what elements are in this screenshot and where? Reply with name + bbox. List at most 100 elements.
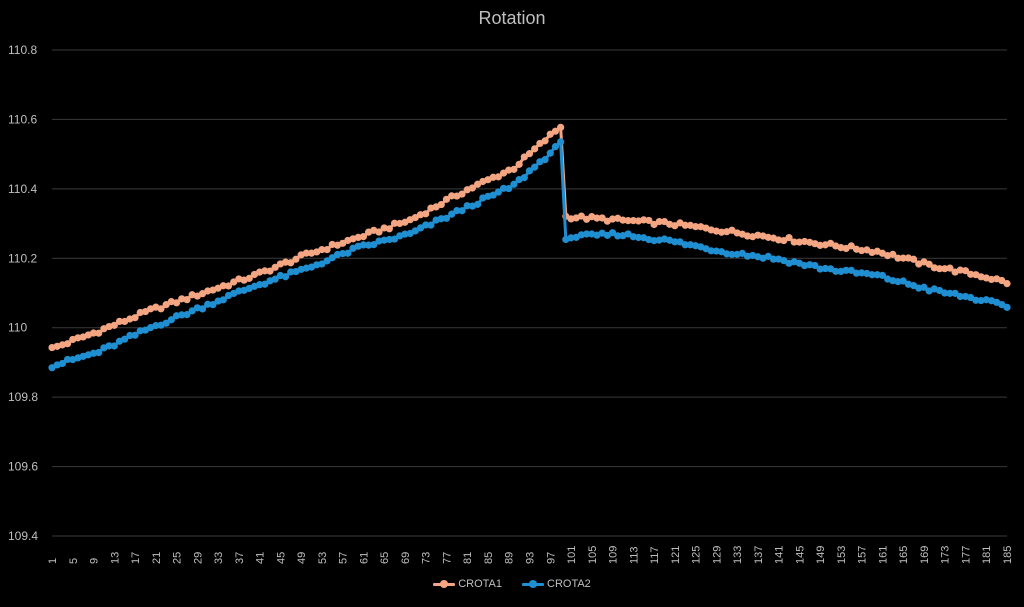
data-point — [442, 195, 451, 203]
x-tick-label: 53 — [317, 552, 329, 564]
series-line-crota1 — [565, 214, 1008, 285]
x-tick-label: 17 — [130, 552, 142, 564]
data-point — [510, 165, 518, 173]
data-point — [920, 283, 928, 291]
legend-dot-crota2 — [529, 580, 537, 588]
x-tick-label: 185 — [1002, 546, 1014, 564]
series-layer — [48, 123, 1011, 372]
data-point — [474, 200, 482, 208]
data-point — [458, 190, 466, 198]
data-point — [204, 300, 212, 308]
data-point — [811, 261, 819, 270]
data-point — [878, 271, 887, 279]
series-crota1 — [48, 123, 1011, 352]
data-point — [162, 301, 170, 309]
data-point — [427, 221, 435, 229]
data-point — [889, 250, 897, 258]
legend: CROTA1 CROTA2 — [0, 578, 1024, 590]
y-tick-label: 110 — [8, 321, 27, 335]
data-point — [520, 174, 528, 182]
data-point — [287, 259, 295, 267]
data-point — [95, 329, 103, 337]
data-point — [832, 267, 840, 275]
data-point — [842, 266, 850, 274]
data-point — [608, 229, 617, 237]
chart-title: Rotation — [478, 8, 546, 28]
x-axis-ticks: 1 5 9 13 17 21 25 29 33 37 41 45 49 53 57 61 65 69 73 77 81 8… — [47, 546, 1014, 564]
x-tick-label: 41 — [255, 552, 267, 564]
data-point — [541, 137, 549, 145]
data-point — [645, 216, 653, 225]
data-point — [318, 260, 326, 268]
x-tick-label: 177 — [960, 546, 972, 564]
data-point — [525, 167, 534, 175]
data-point — [946, 289, 954, 297]
data-point — [998, 276, 1006, 285]
data-point — [385, 235, 393, 244]
data-point — [245, 274, 253, 282]
legend-dot-crota1 — [440, 580, 449, 588]
data-point — [769, 255, 778, 263]
data-point — [390, 219, 399, 227]
data-point — [209, 301, 217, 309]
data-point — [121, 335, 129, 343]
data-point — [551, 142, 560, 151]
data-point — [178, 311, 186, 319]
data-point — [847, 242, 855, 250]
y-tick-label: 109.6 — [8, 460, 38, 474]
data-point — [894, 254, 902, 262]
data-point — [448, 192, 456, 200]
data-point — [323, 246, 331, 254]
data-point — [546, 149, 554, 157]
data-point — [131, 314, 139, 322]
series-line-crota1 — [51, 126, 562, 350]
data-point — [961, 267, 970, 275]
data-point — [157, 305, 165, 313]
x-tick-label: 121 — [670, 546, 682, 564]
x-tick-label: 157 — [857, 546, 869, 564]
data-point — [946, 264, 954, 272]
x-tick-label: 5 — [68, 558, 80, 564]
data-point — [328, 254, 336, 262]
legend-item-crota2[interactable]: CROTA2 — [522, 578, 591, 590]
x-tick-label: 33 — [213, 552, 225, 564]
data-point — [281, 273, 290, 281]
x-tick-label: 145 — [794, 546, 806, 564]
x-tick-label: 57 — [338, 552, 350, 564]
data-point — [131, 331, 139, 339]
data-point — [531, 145, 539, 153]
data-point — [510, 180, 518, 188]
data-point — [577, 212, 586, 220]
data-point — [614, 232, 622, 240]
x-tick-label: 161 — [877, 546, 889, 564]
data-point — [541, 156, 549, 164]
data-point — [339, 249, 347, 258]
y-tick-label: 110.4 — [8, 182, 37, 196]
x-tick-label: 89 — [504, 552, 516, 564]
data-point — [359, 241, 368, 249]
data-point — [941, 265, 949, 273]
data-point — [167, 316, 175, 324]
series-crota2 — [48, 138, 1011, 372]
data-point — [437, 200, 445, 209]
data-point — [344, 249, 352, 257]
data-point — [650, 237, 658, 245]
x-tick-label: 29 — [192, 552, 204, 564]
data-point — [557, 138, 565, 146]
x-tick-label: 69 — [400, 552, 412, 564]
x-tick-label: 133 — [732, 546, 744, 564]
data-point — [105, 342, 113, 350]
gridlines — [52, 49, 1007, 537]
data-point — [437, 215, 445, 223]
data-point — [489, 191, 497, 199]
data-point — [681, 241, 689, 249]
data-point — [520, 153, 528, 161]
legend-item-crota1[interactable]: CROTA1 — [433, 578, 502, 590]
data-point — [172, 299, 181, 307]
legend-label-crota2: CROTA2 — [547, 578, 591, 590]
data-point — [956, 292, 964, 301]
data-point — [619, 216, 627, 224]
data-point — [266, 267, 274, 275]
y-tick-label: 109.8 — [8, 390, 38, 404]
data-point — [935, 265, 944, 273]
